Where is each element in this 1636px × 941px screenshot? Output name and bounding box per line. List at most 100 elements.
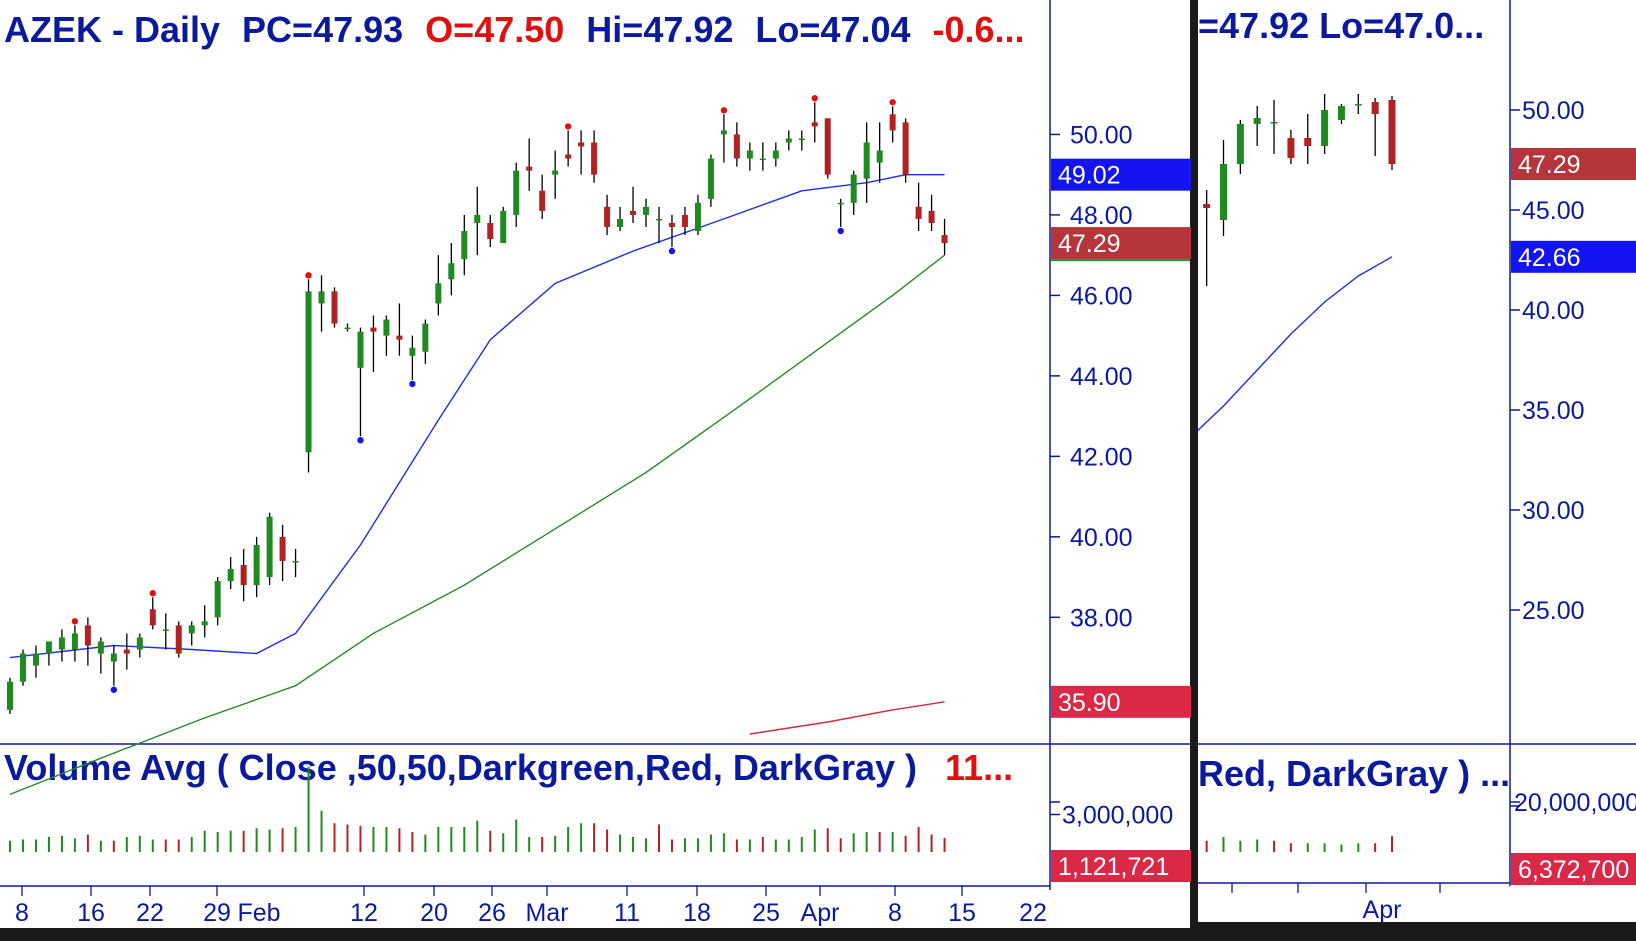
candle-body <box>850 174 857 203</box>
candle-body <box>1321 110 1329 146</box>
time-label: 22 <box>136 899 164 927</box>
pivot-marker <box>110 686 118 693</box>
candle-body <box>370 327 377 332</box>
candle-body <box>344 327 351 330</box>
candle-body <box>487 222 494 240</box>
candle-body <box>227 569 234 582</box>
candle-body <box>578 142 585 147</box>
candle-body <box>500 210 507 244</box>
time-label: 26 <box>478 899 506 927</box>
candle-body <box>1371 102 1379 114</box>
candle-body <box>928 210 935 223</box>
ma20-line <box>1198 256 1393 432</box>
candle-body <box>409 347 416 356</box>
pivot-marker <box>889 99 896 106</box>
volume-tick-label: 20,000,000 <box>1514 789 1636 817</box>
volume-tag-label: 6,372,700 <box>1518 856 1629 884</box>
time-label: 12 <box>350 899 378 927</box>
time-label: Apr <box>1363 896 1402 924</box>
candle-body <box>149 609 156 626</box>
ma20-tag: 42.66 <box>1511 240 1636 273</box>
candle-body <box>435 283 442 304</box>
candle-body <box>681 214 688 227</box>
candle-body <box>45 641 52 654</box>
candle-body <box>58 637 65 650</box>
right-bottom-border <box>1198 922 1636 936</box>
candle-body <box>1304 138 1312 146</box>
candle-body <box>746 150 753 159</box>
candle-body <box>84 625 91 646</box>
candle-body <box>707 158 714 199</box>
candle-body <box>1253 118 1261 124</box>
left-header: AZEK - Daily PC=47.93 O=47.50 Hi=47.92 Lo=47… <box>4 9 1025 50</box>
time-label: Mar <box>525 899 568 927</box>
pivot-marker <box>305 272 312 279</box>
candle-body <box>591 142 598 175</box>
right-volume-header-fragment: Red, DarkGray ) ... <box>1198 753 1510 794</box>
time-label: 16 <box>77 899 105 927</box>
price-tick-label: 38.00 <box>1070 604 1133 632</box>
candle-body <box>902 122 909 175</box>
candle-body <box>876 150 883 163</box>
candle-body <box>214 581 221 618</box>
candle-body <box>188 625 195 634</box>
time-label: 29 <box>203 899 231 927</box>
candle-body <box>1354 104 1362 106</box>
price-tick-label: 30.00 <box>1522 497 1585 525</box>
candle-body <box>915 206 922 219</box>
price-tick-label: 44.00 <box>1070 363 1133 391</box>
ma20-tag: 49.02 <box>1051 158 1191 191</box>
price-tick-label: 35.00 <box>1522 397 1585 425</box>
candle-body <box>1236 124 1244 164</box>
price-tick-label: 50.00 <box>1070 121 1133 149</box>
candle-body <box>279 536 286 561</box>
candle-body <box>383 319 390 336</box>
candle-body <box>824 118 831 175</box>
pivot-marker <box>720 107 728 114</box>
time-label: 25 <box>752 899 780 927</box>
ma20-line <box>9 174 945 659</box>
candle-body <box>240 565 247 586</box>
candle-body <box>656 218 662 221</box>
last-price-tag: 47.29 <box>1511 148 1636 180</box>
price-tick-label: 50.00 <box>1522 97 1585 125</box>
time-label: Feb <box>237 899 280 927</box>
candle-body <box>201 621 208 626</box>
volume-tag-box <box>1511 853 1636 885</box>
candle-body <box>798 138 805 140</box>
candle-body <box>1270 122 1278 124</box>
candle-body <box>513 170 520 215</box>
candle-body <box>7 681 13 710</box>
open-value: O=47.50 <box>425 9 564 50</box>
candle-body <box>694 202 701 232</box>
ma50-line <box>9 254 946 796</box>
left-axis-layer: 38.00 40.00 42.00 44.00 46.00 48.00 50.00 49.02… <box>15 121 1191 927</box>
pivot-marker <box>149 590 156 597</box>
price-tick-label: 48.00 <box>1070 202 1133 230</box>
price-tick-label: 25.00 <box>1522 597 1585 625</box>
candle-body <box>772 150 779 159</box>
left-panel-bg <box>0 0 1190 936</box>
time-label: 8 <box>15 899 29 927</box>
candle-body <box>461 231 468 260</box>
candle-body <box>136 637 143 650</box>
last-price-tag-box <box>1051 227 1191 260</box>
candle-body <box>305 291 312 453</box>
candle-body <box>110 653 117 662</box>
candle-body <box>175 625 182 654</box>
candle-body <box>474 214 481 223</box>
time-label: 8 <box>888 899 902 927</box>
plot-area-0 <box>7 95 948 852</box>
candle-body <box>759 158 766 161</box>
volume-tag: 6,372,700 <box>1511 853 1636 885</box>
candle-body <box>448 263 455 280</box>
ma20-tag-box <box>1051 158 1191 191</box>
ma20-tag-box <box>1511 240 1636 273</box>
candle-body <box>668 222 675 227</box>
price-tick-label: 40.00 <box>1070 524 1133 552</box>
candle-body <box>97 641 104 654</box>
candle-body <box>123 649 130 654</box>
volume-study-label: Volume Avg ( Close ,50,50,Darkgreen,Red,… <box>4 747 917 788</box>
ma200-tag: 35.90 <box>1051 685 1191 718</box>
